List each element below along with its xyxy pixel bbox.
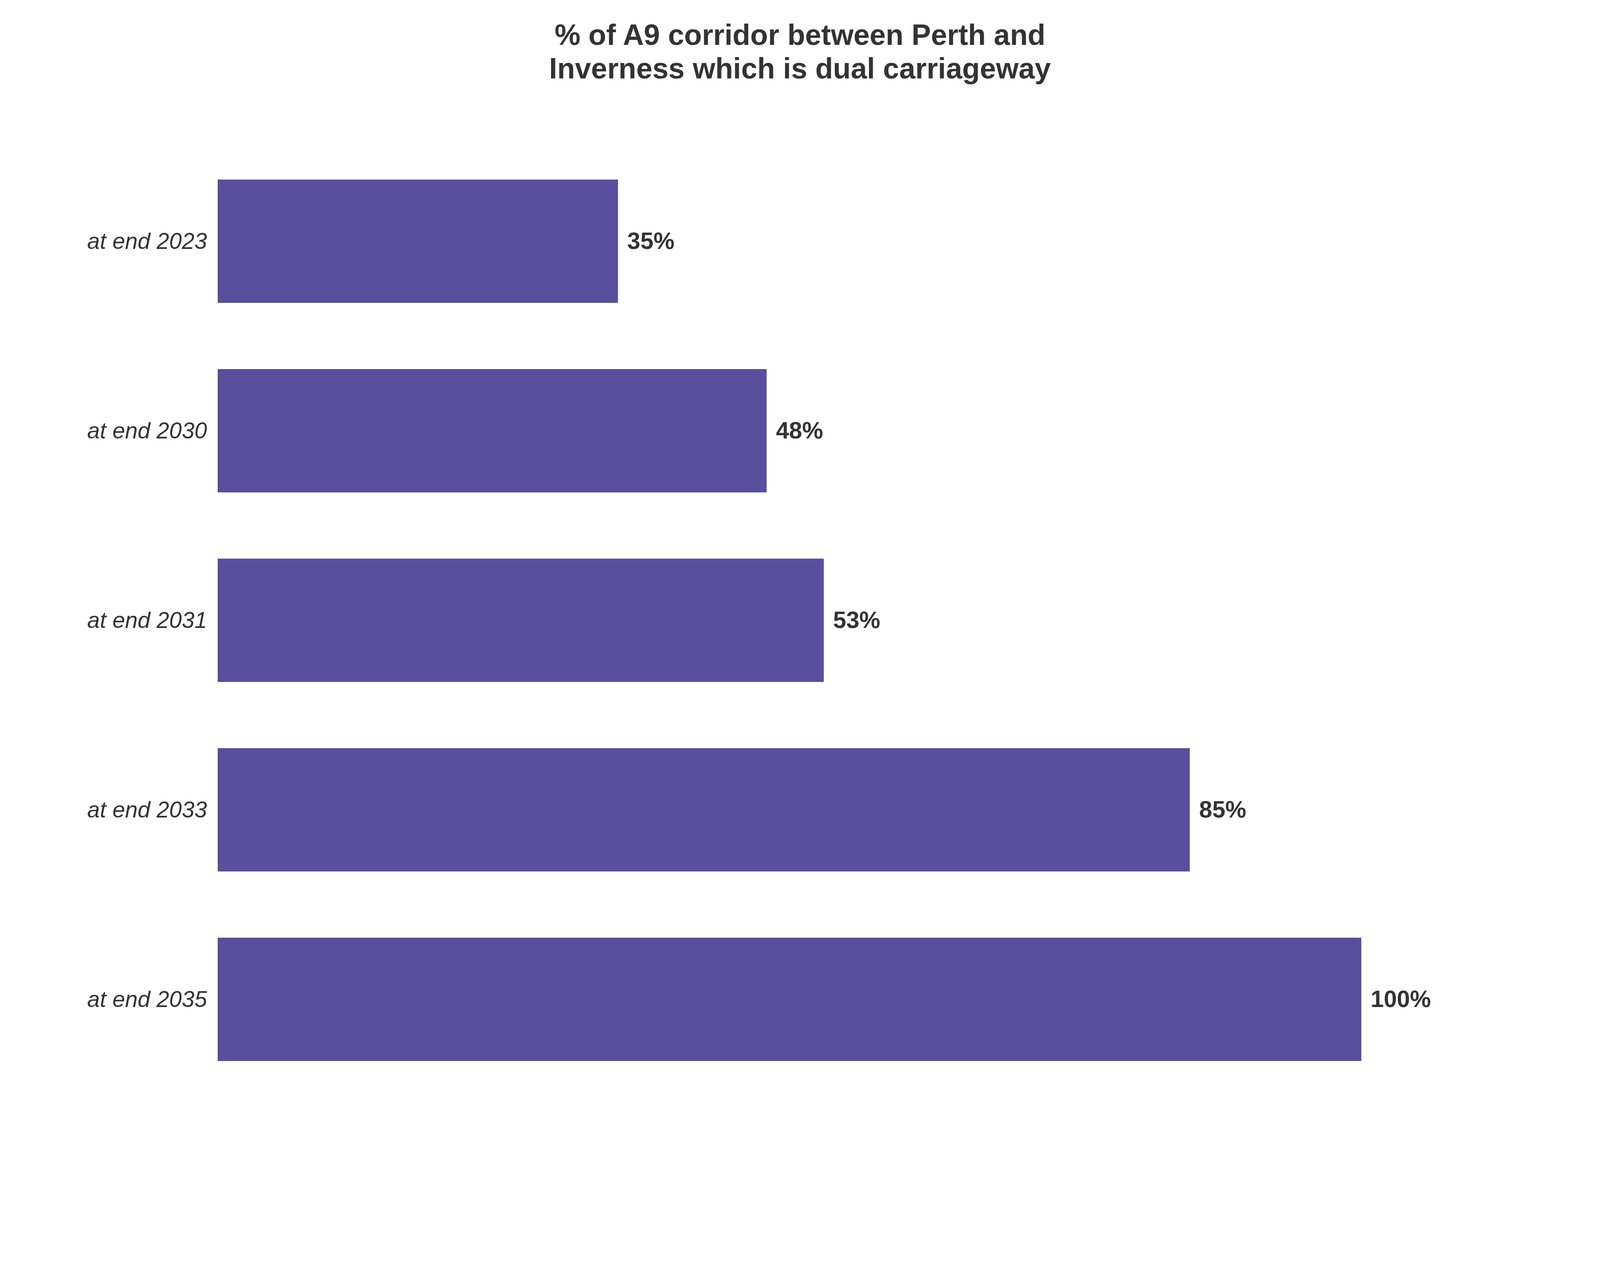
svg-text:at end 2033: at end 2033 <box>87 797 207 823</box>
svg-text:at end 2031: at end 2031 <box>87 607 207 634</box>
svg-text:at end 2023: at end 2023 <box>87 228 207 254</box>
svg-text:85%: 85% <box>1199 796 1247 823</box>
svg-text:48%: 48% <box>775 417 824 444</box>
svg-text:at end 2035: at end 2035 <box>87 986 207 1013</box>
html-text:% of A9 corridor between Perth: % of A9 corridor between Perth and Inver… <box>549 18 1051 85</box>
svg-text:100%: 100% <box>1370 985 1431 1013</box>
svg-text:35%: 35% <box>627 227 675 254</box>
svg-text:at end 2030: at end 2030 <box>87 418 207 444</box>
svg-text:53%: 53% <box>833 606 881 634</box>
